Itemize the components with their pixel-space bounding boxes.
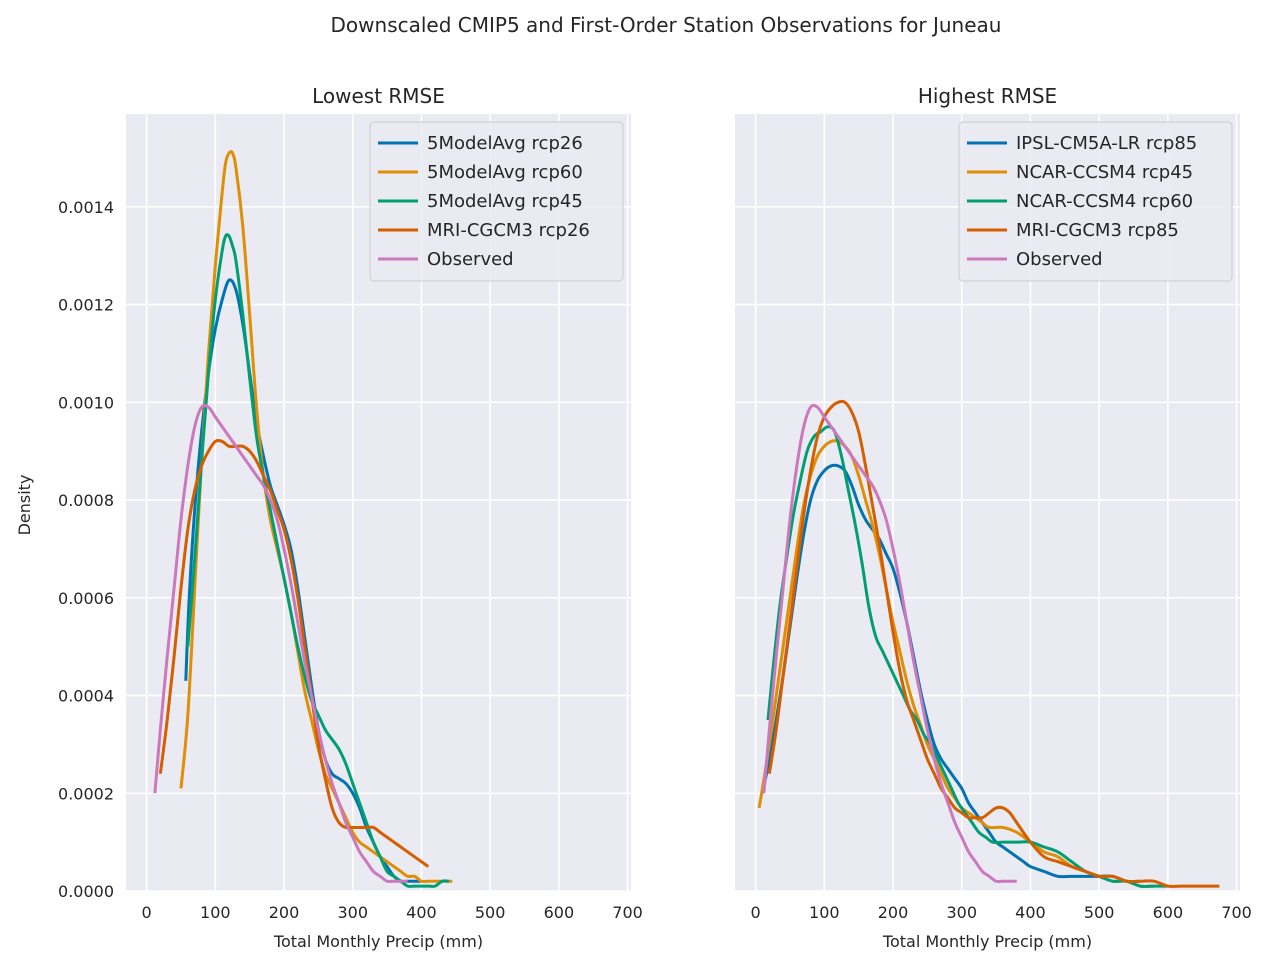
- x-tick-label: 100: [200, 903, 231, 922]
- legend-label: 5ModelAvg rcp45: [427, 191, 583, 212]
- x-tick-label: 400: [406, 903, 437, 922]
- y-tick-label: 0.0012: [58, 296, 114, 315]
- x-tick-label: 0: [751, 903, 761, 922]
- legend-label: NCAR-CCSM4 rcp60: [1016, 191, 1193, 212]
- legend-label: NCAR-CCSM4 rcp45: [1016, 162, 1193, 183]
- legend-label: IPSL-CM5A-LR rcp85: [1016, 133, 1197, 154]
- series-lines: [153, 150, 453, 888]
- y-tick-label: 0.0010: [58, 393, 114, 412]
- panel-1: 0 100 200 300 400 500 600 700 0.0000 0.0002 0.0004…: [58, 84, 643, 951]
- x-tick-label: 0: [142, 903, 152, 922]
- figure-suptitle: Downscaled CMIP5 and First-Order Station…: [331, 13, 1002, 37]
- x-tick-label: 400: [1015, 903, 1046, 922]
- series-line-2: [179, 150, 453, 884]
- panel-2: 0 100 200 300 400 500 600 700 Highest RMSE Total …: [735, 84, 1252, 951]
- y-tick-label: 0.0004: [58, 687, 114, 706]
- series-line-5: [153, 403, 408, 884]
- x-tick-label: 300: [337, 903, 368, 922]
- panels: 0 100 200 300 400 500 600 700 0.0000 0.0002 0.0004…: [58, 84, 1252, 951]
- series-lines: [757, 399, 1220, 888]
- y-tick-label: 0.0014: [58, 198, 114, 217]
- legend-box: [958, 121, 1233, 282]
- series-line-5: [762, 403, 1017, 884]
- x-tick-label: 100: [809, 903, 840, 922]
- x-tick-label: 700: [1221, 903, 1252, 922]
- legend: IPSL-CM5A-LR rcp85 NCAR-CCSM4 rcp45 NCAR-C…: [958, 121, 1233, 282]
- x-tick-label: 600: [1153, 903, 1184, 922]
- y-tick-label: 0.0006: [58, 589, 114, 608]
- y-axis-label: Density: [15, 475, 34, 536]
- legend-label: Observed: [1016, 249, 1103, 270]
- series-line-4: [158, 438, 430, 868]
- panel-title: Highest RMSE: [918, 84, 1057, 108]
- legend: 5ModelAvg rcp26 5ModelAvg rcp60 5ModelAvg …: [369, 121, 624, 282]
- legend-label: MRI-CGCM3 rcp85: [1016, 220, 1179, 241]
- y-tick-label: 0.0002: [58, 784, 114, 803]
- y-tick-label: 0.0000: [58, 882, 114, 901]
- x-tick-label: 300: [946, 903, 977, 922]
- y-tick-label: 0.0008: [58, 491, 114, 510]
- x-tick-label: 200: [269, 903, 300, 922]
- legend-label: MRI-CGCM3 rcp26: [427, 220, 590, 241]
- x-axis-label: Total Monthly Precip (mm): [273, 932, 483, 951]
- x-tick-label: 600: [544, 903, 575, 922]
- x-axis-label: Total Monthly Precip (mm): [882, 932, 1092, 951]
- legend-box: [369, 121, 624, 282]
- legend-label: 5ModelAvg rcp26: [427, 133, 583, 154]
- panel-title: Lowest RMSE: [312, 84, 445, 108]
- x-tick-label: 700: [612, 903, 643, 922]
- x-tick-label: 500: [1084, 903, 1115, 922]
- x-tick-label: 200: [878, 903, 909, 922]
- legend-label: 5ModelAvg rcp60: [427, 162, 583, 183]
- legend-label: Observed: [427, 249, 514, 270]
- x-tick-label: 500: [475, 903, 506, 922]
